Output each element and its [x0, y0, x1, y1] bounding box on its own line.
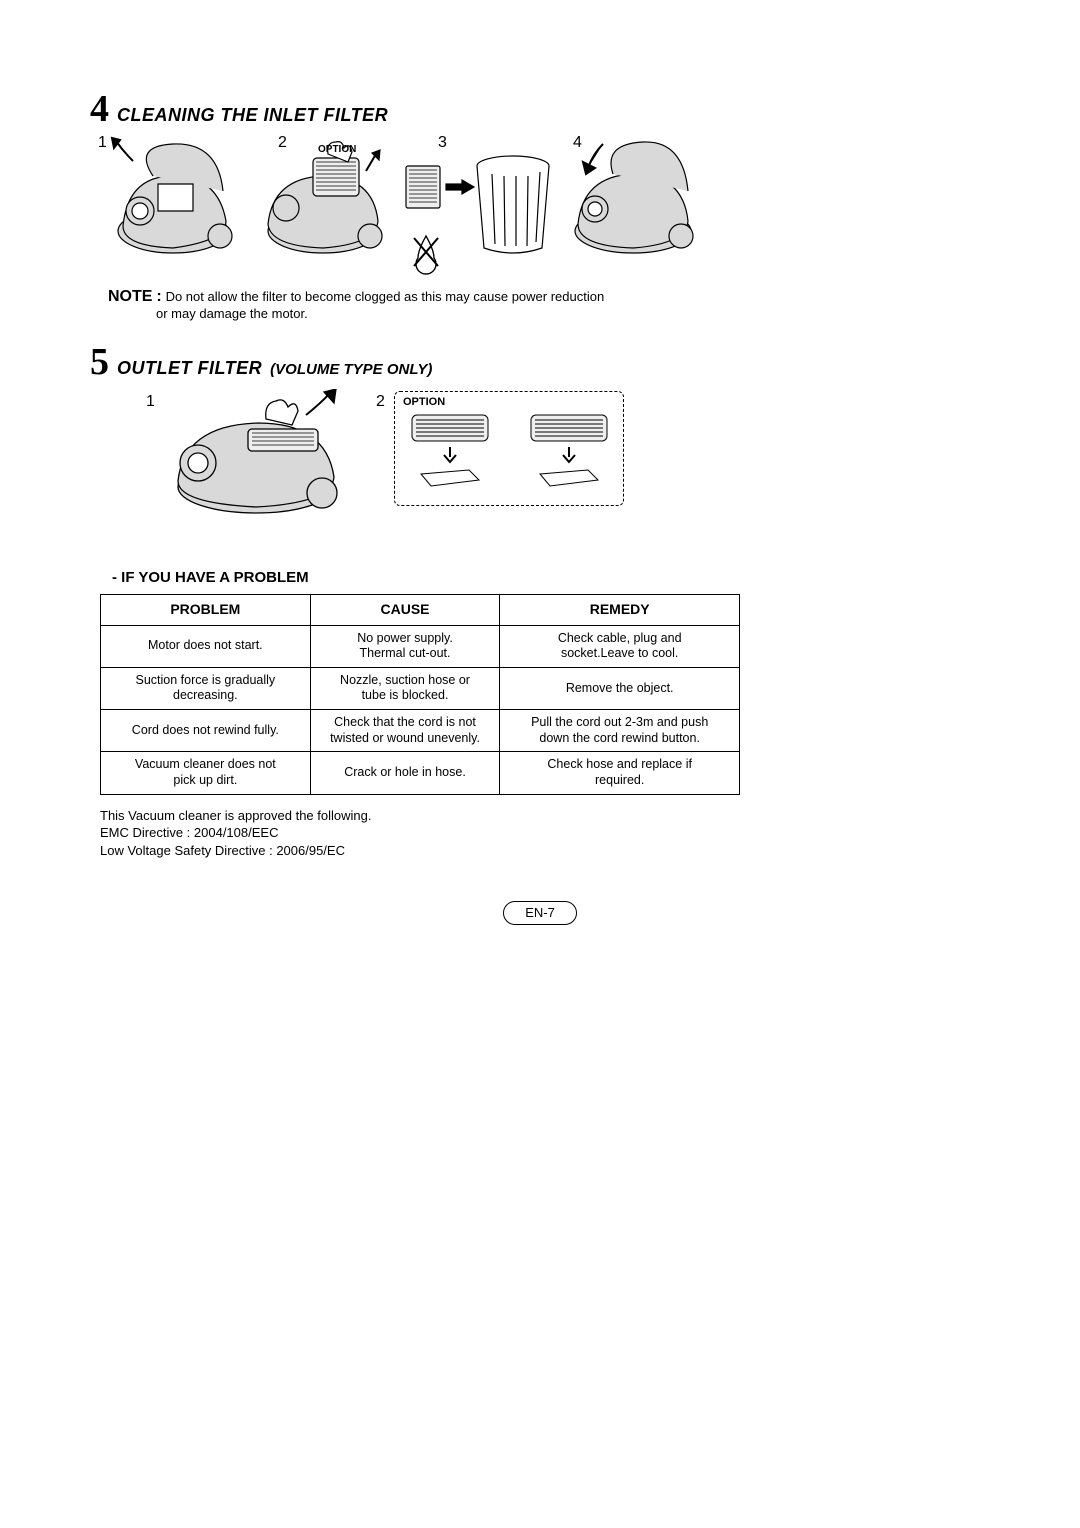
fig-4-2-label: 2 — [278, 134, 287, 152]
filter-pad-icon — [419, 468, 481, 488]
cell: Vacuum cleaner does notpick up dirt. — [101, 752, 311, 794]
section-5-subtitle: (VOLUME TYPE ONLY) — [270, 361, 432, 378]
option-box: OPTION — [394, 391, 624, 506]
manual-page: 4 CLEANING THE INLET FILTER 1 — [0, 0, 1080, 925]
fig-5-2-label: 2 — [376, 393, 385, 411]
fig-4-1: 1 — [98, 136, 248, 261]
vacuum-outlet-filter-icon — [146, 389, 366, 519]
cell: Check that the cord is nottwisted or wou… — [310, 710, 500, 752]
cell: Check hose and replace ifrequired. — [500, 752, 740, 794]
grill-filter-icon — [411, 414, 489, 442]
cell: Motor does not start. — [101, 625, 311, 667]
vacuum-open-lid-icon — [98, 136, 248, 261]
directive-line-2: EMC Directive : 2004/108/EEC — [100, 824, 990, 842]
directive-line-1: This Vacuum cleaner is approved the foll… — [100, 807, 990, 825]
fig-5-1-label: 1 — [146, 393, 155, 411]
fig-4-4-label: 4 — [573, 134, 582, 152]
filter-to-bin-icon — [398, 136, 553, 276]
cell: Pull the cord out 2-3m and pushdown the … — [500, 710, 740, 752]
fig-5-1: 1 — [146, 389, 376, 519]
section-5-figures: 1 — [146, 389, 990, 519]
cell: Suction force is graduallydecreasing. — [101, 667, 311, 709]
section-4-number: 4 — [90, 90, 109, 128]
th-problem: PROBLEM — [101, 595, 311, 626]
grill-filter-icon — [530, 414, 608, 442]
cell: No power supply.Thermal cut-out. — [310, 625, 500, 667]
section-5-title: OUTLET FILTER — [117, 358, 262, 379]
fig-4-2-option: OPTION — [318, 144, 356, 155]
note-text-2: or may damage the motor. — [156, 306, 990, 321]
note-colon: : — [156, 288, 161, 305]
cell: Check cable, plug andsocket.Leave to coo… — [500, 625, 740, 667]
troubleshoot-heading: - IF YOU HAVE A PROBLEM — [112, 569, 990, 586]
note-text-1: Do not allow the filter to become clogge… — [166, 289, 605, 304]
fig-4-4: 4 — [553, 136, 713, 261]
section-5-header: 5 OUTLET FILTER (VOLUME TYPE ONLY) — [90, 343, 990, 381]
fig-4-3: 3 — [398, 136, 553, 276]
vacuum-close-lid-icon — [553, 136, 713, 261]
directives: This Vacuum cleaner is approved the foll… — [100, 807, 990, 860]
page-number: EN-7 — [503, 901, 577, 925]
arrow-down-icon — [560, 446, 578, 464]
option-box-label: OPTION — [403, 396, 445, 408]
table-row: Motor does not start. No power supply.Th… — [101, 625, 740, 667]
section-4-figures: 1 — [98, 136, 990, 276]
th-remedy: REMEDY — [500, 595, 740, 626]
table-row: Vacuum cleaner does notpick up dirt. Cra… — [101, 752, 740, 794]
section-4-header: 4 CLEANING THE INLET FILTER — [90, 90, 990, 128]
fig-4-1-label: 1 — [98, 134, 107, 152]
cell: Cord does not rewind fully. — [101, 710, 311, 752]
fig-5-2: 2 OPTION — [376, 389, 636, 506]
section-4-title: CLEANING THE INLET FILTER — [117, 105, 388, 126]
cell: Crack or hole in hose. — [310, 752, 500, 794]
cell: Remove the object. — [500, 667, 740, 709]
note-label: NOTE — [108, 288, 152, 305]
directive-line-3: Low Voltage Safety Directive : 2006/95/E… — [100, 842, 990, 860]
fig-4-2: 2 OPTION — [248, 136, 398, 261]
fig-4-3-label: 3 — [438, 134, 447, 152]
troubleshoot-table: PROBLEM CAUSE REMEDY Motor does not star… — [100, 594, 740, 795]
filter-pad-icon — [538, 468, 600, 488]
section-5-number: 5 — [90, 343, 109, 381]
cell: Nozzle, suction hose ortube is blocked. — [310, 667, 500, 709]
table-row: Cord does not rewind fully. Check that t… — [101, 710, 740, 752]
table-row: Suction force is graduallydecreasing. No… — [101, 667, 740, 709]
section-4-note: NOTE : Do not allow the filter to become… — [108, 288, 990, 306]
arrow-down-icon — [441, 446, 459, 464]
th-cause: CAUSE — [310, 595, 500, 626]
